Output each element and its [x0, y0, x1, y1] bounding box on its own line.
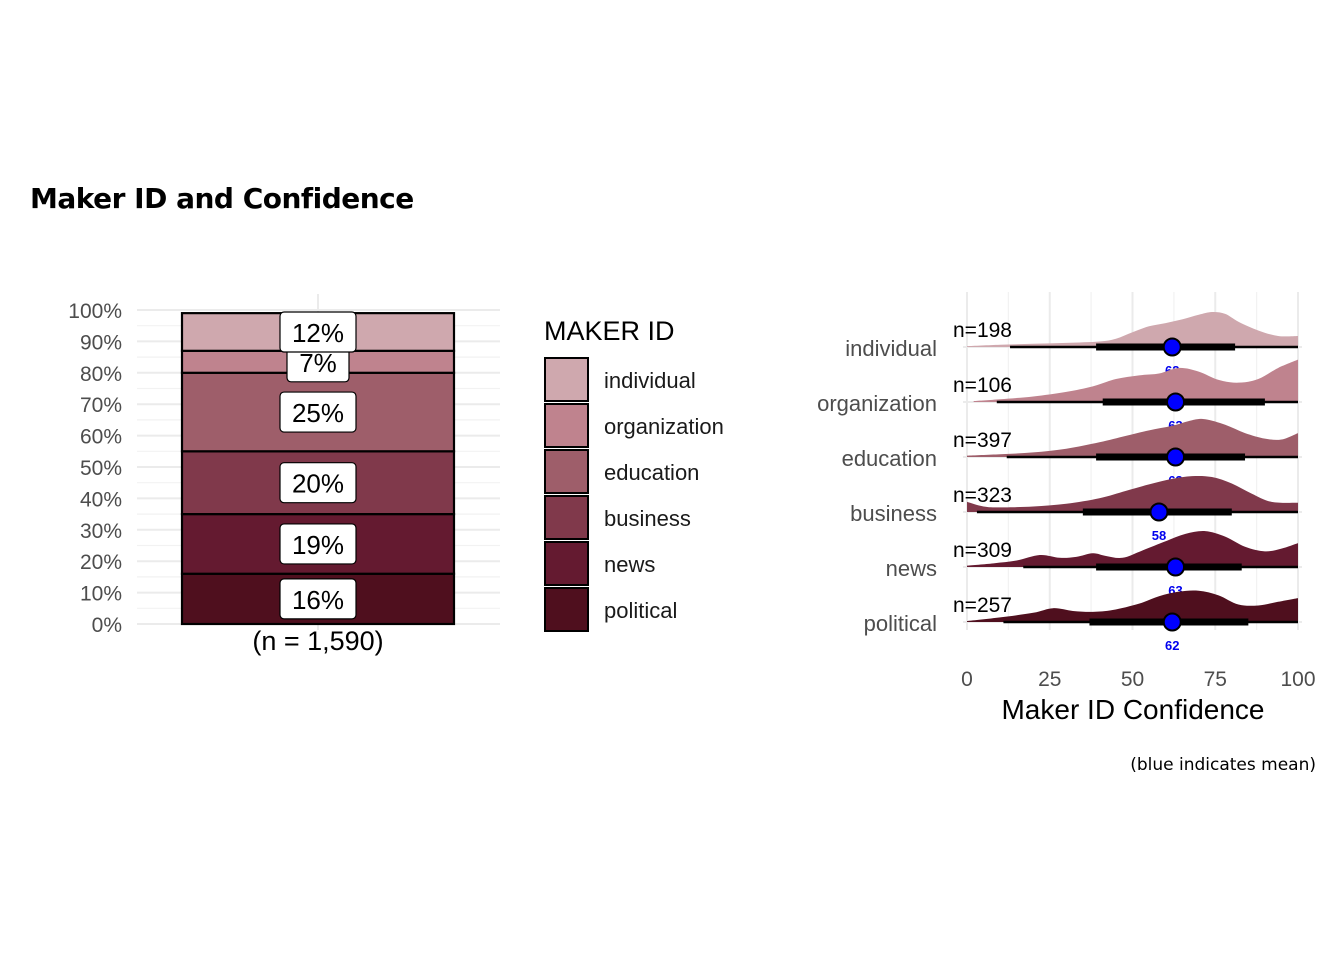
legend-items: individual organization education business n…	[544, 357, 724, 632]
legend-key-political	[544, 587, 589, 632]
ridge-x-tick-label: 0	[961, 668, 973, 691]
bar-y-tick-label: 60%	[80, 426, 122, 449]
n-label-individual: n=198	[953, 319, 1012, 342]
bar-segment-labels: 16% 19% 20% 25% 7%12%	[279, 311, 357, 620]
mean-point-individual	[1162, 337, 1182, 357]
bar-y-tick-labels: 0% 10% 20% 30% 40% 50% 60% 70% 80% 90% 100%	[68, 300, 122, 637]
ridge-rows: 62n=198individual63n=106organization63n=…	[817, 312, 1302, 653]
legend-key-individual	[544, 357, 589, 402]
bar-y-tick-label: 70%	[80, 394, 122, 417]
bar-y-tick-label: 100%	[68, 300, 122, 323]
bar-segment-label-education: 25%	[292, 398, 344, 428]
density-organization	[973, 359, 1298, 402]
density-education	[967, 418, 1298, 457]
ridge-category-label-individual: individual	[845, 336, 937, 361]
ridge-x-tick-label: 25	[1038, 668, 1061, 691]
ridge-category-label-education: education	[842, 446, 937, 471]
legend-key-business	[544, 495, 589, 540]
chart-caption: (blue indicates mean)	[1130, 755, 1316, 775]
bar-y-tick-label: 10%	[80, 583, 122, 606]
bar-segment-label-organization: 7%	[299, 348, 337, 378]
ridgeline-panel: 62n=198individual63n=106organization63n=…	[817, 292, 1316, 725]
ridge-row-political: 62 n=257 political	[864, 590, 1302, 653]
legend-label-education: education	[604, 460, 699, 485]
ridge-x-tick-labels: 0 25 50 75 100	[961, 668, 1315, 691]
legend-label-political: political	[604, 598, 677, 623]
bar-segment-label-business: 20%	[292, 469, 344, 499]
legend-label-news: news	[604, 552, 655, 577]
bar-y-tick-label: 30%	[80, 520, 122, 543]
density-political	[967, 590, 1298, 622]
bar-y-tick-label: 40%	[80, 488, 122, 511]
ridge-category-label-organization: organization	[817, 391, 937, 416]
ridge-category-label-news: news	[886, 556, 937, 581]
legend: MAKER ID individual organization education…	[544, 316, 724, 632]
n-label-political: n=257	[953, 594, 1012, 617]
bar-label-box	[279, 523, 357, 565]
bar-segment-label-news: 19%	[292, 530, 344, 560]
density-individual	[967, 312, 1298, 347]
legend-label-business: business	[604, 506, 691, 531]
bar-label-box	[279, 578, 357, 620]
ridge-x-tick-label: 75	[1204, 668, 1227, 691]
legend-label-organization: organization	[604, 414, 724, 439]
chart-title: Maker ID and Confidence	[30, 182, 414, 215]
bar-y-tick-label: 0%	[92, 614, 122, 637]
density-business	[967, 475, 1298, 512]
ridge-row-business: 58 n=323 business	[850, 475, 1302, 543]
ridge-x-tick-label: 50	[1121, 668, 1144, 691]
bar-label-box	[279, 391, 357, 433]
ridge-category-label-political: political	[864, 611, 937, 636]
mean-point-organization	[1166, 392, 1186, 412]
n-label-organization: n=106	[953, 374, 1012, 397]
legend-key-education	[544, 449, 589, 494]
legend-label-individual: individual	[604, 368, 696, 393]
mean-label-political: 62	[1165, 638, 1179, 653]
legend-key-organization	[544, 403, 589, 448]
bar-segment-label-individual: 12%	[292, 318, 344, 348]
mean-point-political	[1162, 612, 1182, 632]
bar-label-box	[279, 311, 357, 353]
bar-y-tick-label: 50%	[80, 457, 122, 480]
bar-y-tick-label: 90%	[80, 331, 122, 354]
ridge-x-tick-label: 100	[1280, 668, 1315, 691]
mean-point-news	[1166, 557, 1186, 577]
ridge-x-axis-title: Maker ID Confidence	[1001, 694, 1264, 725]
mean-point-education	[1166, 447, 1186, 467]
mean-label-business: 58	[1152, 528, 1166, 543]
n-label-business: n=323	[953, 484, 1012, 507]
bar-segment-label-political: 16%	[292, 585, 344, 615]
density-news	[967, 531, 1298, 567]
n-label-news: n=309	[953, 539, 1012, 562]
legend-title: MAKER ID	[544, 316, 675, 346]
mean-point-business	[1149, 502, 1169, 522]
bar-y-tick-label: 20%	[80, 551, 122, 574]
bar-label-box	[279, 462, 357, 504]
bar-y-tick-label: 80%	[80, 363, 122, 386]
bar-category-label: (n = 1,590)	[252, 626, 383, 656]
stacked-bar-panel: 16% 19% 20% 25% 7%12% 0% 10% 20% 30% 40% 50% 60% 70…	[68, 294, 500, 656]
ridge-category-label-business: business	[850, 501, 937, 526]
n-label-education: n=397	[953, 429, 1012, 452]
legend-key-news	[544, 541, 589, 586]
